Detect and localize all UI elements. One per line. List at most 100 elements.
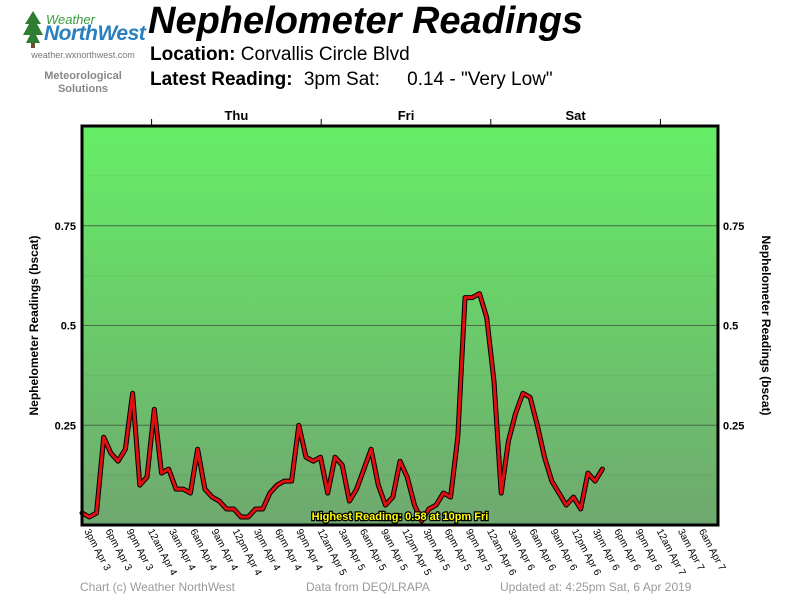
data-point [326, 492, 329, 494]
data-point [363, 468, 365, 470]
data-point [435, 504, 437, 506]
data-point [182, 488, 184, 490]
data-point [601, 468, 604, 470]
day-label: Sat [565, 108, 586, 123]
data-point [493, 380, 495, 383]
data-point [283, 480, 286, 482]
data-point [218, 500, 221, 502]
footer-copyright: Chart (c) Weather NorthWest [80, 580, 235, 594]
logo-subtitle: Meteorological Solutions [8, 70, 158, 96]
data-point [464, 296, 466, 299]
data-point [406, 476, 409, 478]
data-point [457, 436, 459, 439]
footer-source: Data from DEQ/LRAPA [306, 580, 430, 594]
data-point [211, 496, 213, 498]
data-point [384, 504, 387, 506]
data-point [341, 464, 344, 466]
location-value: Corvallis Circle Blvd [240, 44, 410, 65]
data-point [536, 424, 539, 427]
data-point [442, 492, 445, 494]
data-point [392, 496, 394, 498]
latest-reading-value: 0.14 - "Very Low" [407, 69, 553, 90]
data-point [587, 472, 589, 474]
data-point [572, 496, 575, 498]
data-point [276, 484, 278, 486]
data-point [413, 504, 416, 506]
data-point [233, 508, 235, 510]
data-point [370, 448, 372, 451]
location-line: Location: Corvallis Circle Blvd [150, 44, 410, 66]
y-tick-label-right: 0.75 [723, 221, 744, 233]
plot-frame [80, 124, 720, 527]
data-point [204, 488, 206, 490]
data-point [167, 468, 170, 470]
data-point [319, 456, 322, 459]
data-point [110, 452, 112, 455]
latest-reading-line: Latest Reading: 3pm Sat: 0.14 - "Very Lo… [150, 69, 553, 91]
y-tick-label-right: 0.5 [723, 321, 738, 333]
data-point [565, 504, 567, 506]
day-label: Thu [224, 108, 248, 123]
footer-updated: Updated at: 4:25pm Sat, 6 Apr 2019 [500, 580, 692, 594]
logo-subtitle-line2: Solutions [57, 83, 109, 95]
data-point [420, 520, 423, 522]
data-point [117, 460, 119, 463]
y-axis-title-left: Nephelometer Readings (bscat) [27, 235, 41, 415]
data-point [485, 316, 488, 319]
data-point [160, 472, 163, 474]
data-point [507, 440, 510, 443]
data-point [189, 492, 192, 494]
data-point [146, 476, 148, 478]
data-point [102, 436, 105, 439]
data-point [175, 488, 177, 490]
day-label: Fri [398, 108, 415, 123]
data-point [529, 396, 531, 399]
y-tick-label-left: 0.25 [55, 420, 76, 432]
data-point [471, 296, 474, 299]
data-point [428, 508, 430, 510]
data-point [124, 448, 127, 451]
data-point [254, 508, 257, 510]
logo-url: weather.wxnorthwest.com [31, 50, 135, 60]
y-tick-label-left: 0.75 [55, 221, 76, 233]
highest-reading-label: Highest Reading: 0.58 at 10pm Fri [312, 511, 489, 523]
data-point [348, 500, 351, 502]
y-tick-label-right: 0.25 [723, 420, 744, 432]
data-point [551, 480, 553, 482]
data-point [290, 480, 293, 482]
latest-reading-label: Latest Reading: [150, 69, 293, 90]
data-point [449, 496, 452, 498]
data-point [334, 456, 336, 459]
data-point [298, 424, 300, 427]
nephelometer-chart: 0.25 0.25 0.5 0.5 0.75 0.75 Nephelometer Readi… [27, 108, 773, 578]
tree-icon [23, 11, 43, 48]
page-title: Nephelometer Readings [148, 0, 583, 42]
data-point [355, 488, 358, 490]
latest-reading-time: 3pm Sat: [303, 69, 380, 90]
data-point [247, 516, 249, 518]
logo-word-northwest: NorthWest [44, 22, 146, 45]
data-point [88, 516, 90, 518]
data-point [131, 392, 134, 395]
data-point [522, 392, 524, 395]
location-label: Location: [150, 44, 236, 65]
data-point [543, 456, 546, 459]
y-axis-title-right: Nephelometer Readings (bscat) [759, 235, 773, 415]
logo-subtitle-line1: Meteorological [44, 70, 122, 82]
data-point [196, 448, 199, 451]
data-point [269, 492, 271, 494]
data-point [478, 292, 481, 295]
data-point [225, 508, 228, 510]
data-point [305, 456, 307, 459]
data-point [153, 408, 156, 411]
data-point [95, 512, 98, 514]
data-point [377, 484, 380, 486]
y-tick-label-left: 0.5 [61, 321, 76, 333]
data-point [139, 484, 141, 486]
data-point [261, 508, 264, 510]
data-point [500, 492, 503, 494]
data-point [558, 492, 560, 494]
data-point [312, 460, 315, 463]
data-point [579, 508, 582, 510]
data-point [240, 516, 242, 518]
